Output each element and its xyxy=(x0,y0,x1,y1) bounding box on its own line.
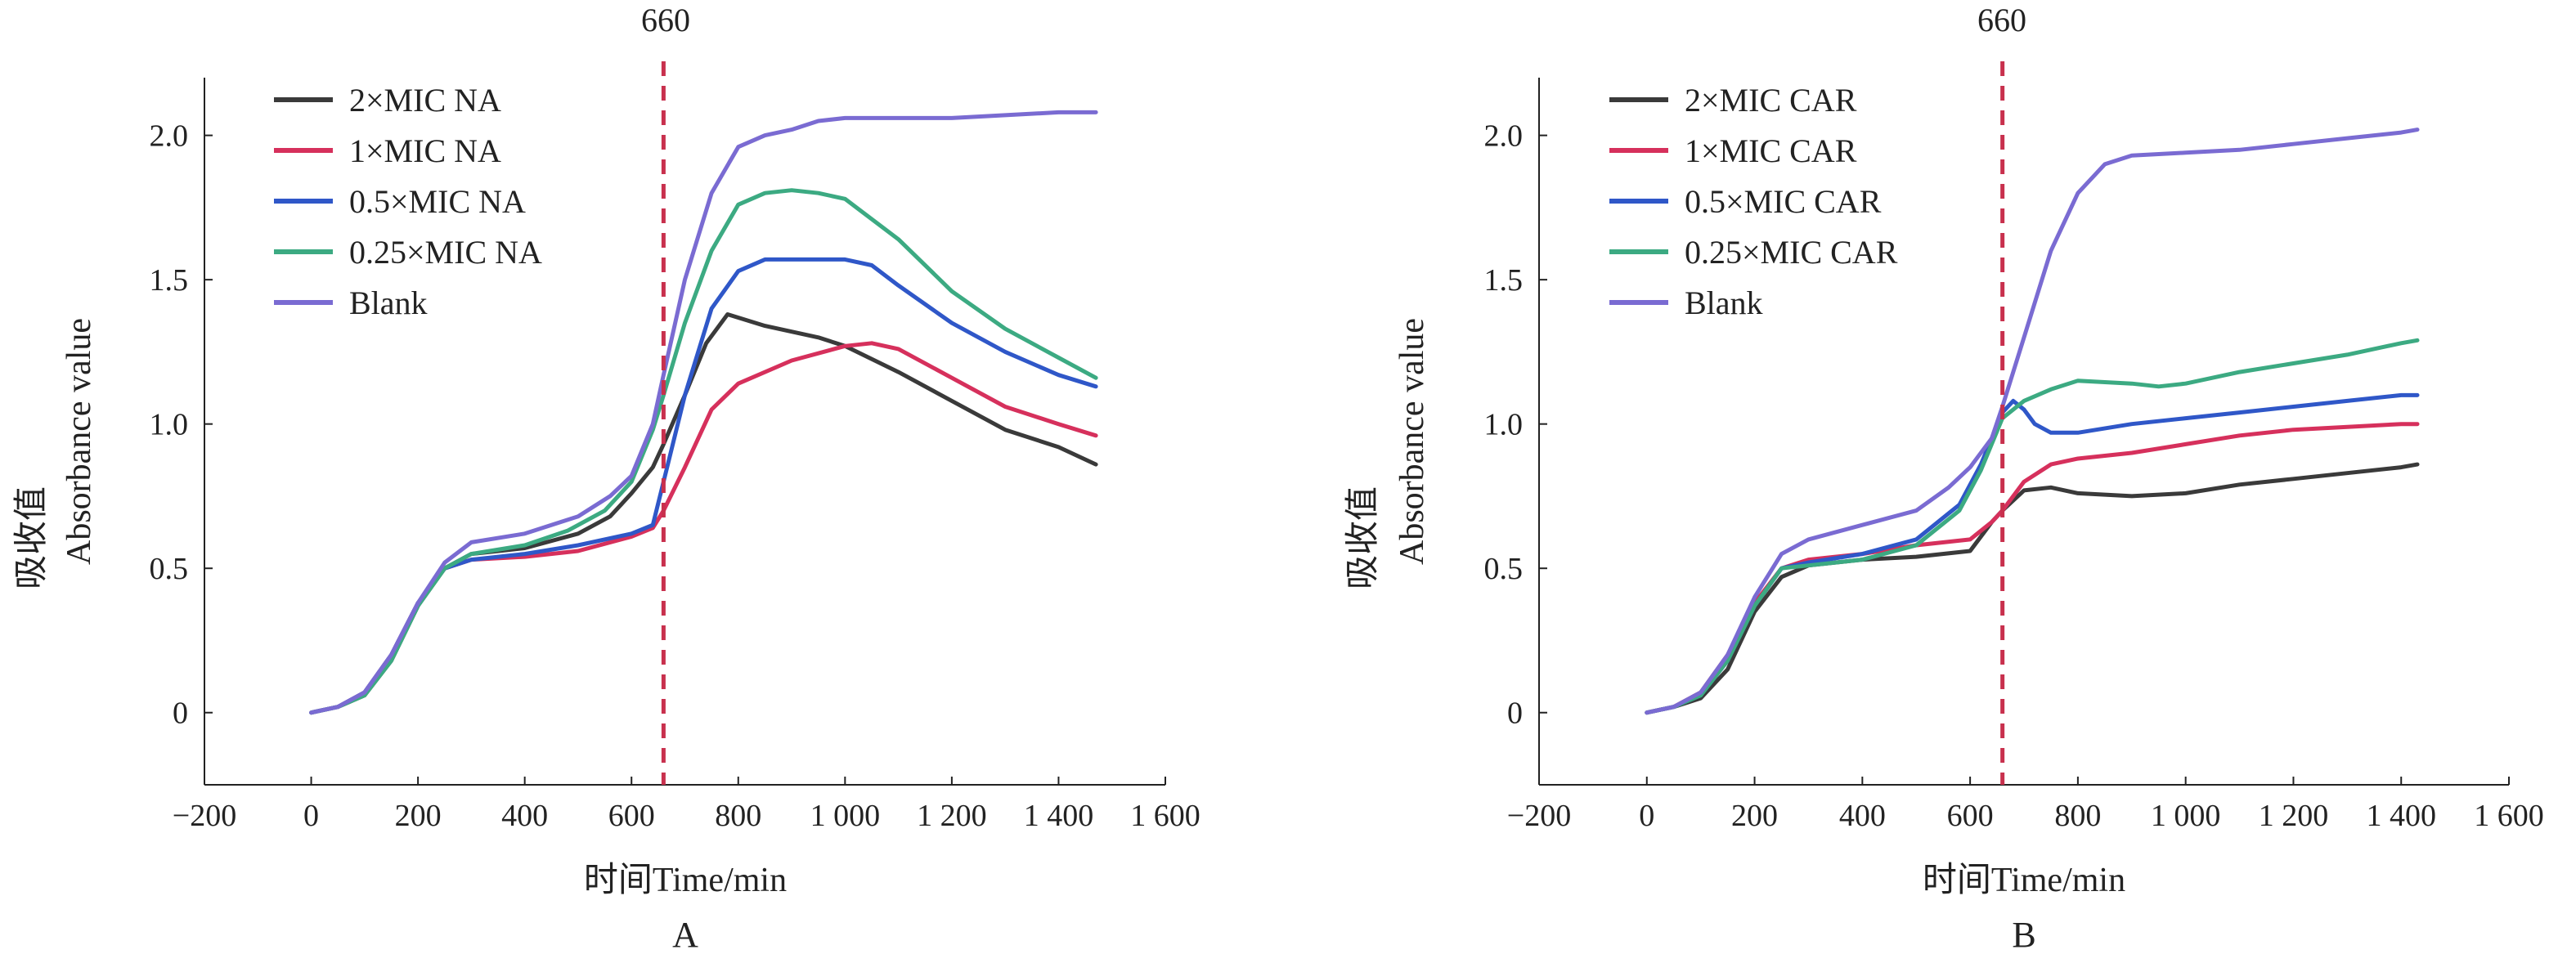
legend-label: 1×MIC CAR xyxy=(1685,132,1857,169)
x-tick-label: −200 xyxy=(173,799,236,833)
y-tick-label: 0 xyxy=(173,696,188,731)
series-line-2 xyxy=(1645,392,2420,715)
x-tick-label: 1 200 xyxy=(2259,799,2329,833)
x-tick-label: 800 xyxy=(715,799,761,833)
series-line-0 xyxy=(309,312,1098,715)
x-tick-label: 200 xyxy=(1731,799,1778,833)
x-tick-label: 1 600 xyxy=(2474,799,2544,833)
series-line-2 xyxy=(309,257,1098,715)
legend-label: 1×MIC NA xyxy=(349,132,501,169)
vline-label: 660 xyxy=(1977,2,2026,38)
x-axis-title: 时间Time/min xyxy=(584,862,787,899)
x-tick-label: 1 400 xyxy=(2366,799,2436,833)
y-tick-label: 1.5 xyxy=(150,263,189,298)
panel-label: A xyxy=(672,915,698,955)
x-tick-label: 1 200 xyxy=(917,799,987,833)
panel-a: 吸收值 Absorbance value 时间Time/min A 660 0 0… xyxy=(13,2,1200,955)
series-line-1 xyxy=(1645,422,2420,715)
y-axis-title-cn: 吸收值 xyxy=(1344,486,1382,589)
x-tick-label: 0 xyxy=(303,799,319,833)
y-tick-label: 0 xyxy=(1507,696,1523,731)
y-tick-label: 1.0 xyxy=(1484,408,1524,442)
x-tick-label: 1 600 xyxy=(1130,799,1200,833)
x-tick-label: −200 xyxy=(1507,799,1571,833)
legend-label: 0.25×MIC NA xyxy=(349,234,542,271)
y-tick-label: 1.5 xyxy=(1484,263,1524,298)
y-axis-title-cn: 吸收值 xyxy=(13,486,51,589)
x-tick-label: 200 xyxy=(395,799,442,833)
vline-label: 660 xyxy=(641,2,690,38)
y-tick-label: 1.0 xyxy=(150,408,189,442)
panel-b: 吸收值 Absorbance value 时间Time/min B 660 0 0… xyxy=(1344,2,2544,955)
x-tick-label: 0 xyxy=(1639,799,1654,833)
series-line-1 xyxy=(309,341,1098,715)
x-tick-label: 1 000 xyxy=(810,799,881,833)
legend-label: 2×MIC CAR xyxy=(1685,82,1857,119)
legend-label: 2×MIC NA xyxy=(349,82,501,119)
x-tick-label: 600 xyxy=(608,799,655,833)
panel-label: B xyxy=(2012,915,2035,955)
x-tick-label: 400 xyxy=(501,799,548,833)
y-tick-label: 0.5 xyxy=(1484,552,1524,586)
x-tick-label: 800 xyxy=(2054,799,2101,833)
legend-label: 0.25×MIC CAR xyxy=(1685,234,1898,271)
series-line-3 xyxy=(1645,338,2420,715)
y-axis-title-en: Absorbance value xyxy=(61,318,98,565)
x-tick-label: 400 xyxy=(1839,799,1886,833)
x-tick-label: 1 000 xyxy=(2151,799,2221,833)
y-tick-label: 2.0 xyxy=(150,119,189,154)
legend-label: 0.5×MIC NA xyxy=(349,183,526,220)
legend-label: Blank xyxy=(1685,284,1763,321)
x-axis-title: 时间Time/min xyxy=(1923,862,2125,899)
legend-label: 0.5×MIC CAR xyxy=(1685,183,1882,220)
series-line-4 xyxy=(309,110,1098,715)
legend-label: Blank xyxy=(349,284,428,321)
series-line-4 xyxy=(1645,128,2420,715)
x-tick-label: 1 400 xyxy=(1024,799,1094,833)
x-tick-label: 600 xyxy=(1947,799,1994,833)
y-tick-label: 2.0 xyxy=(1484,119,1524,154)
y-tick-label: 0.5 xyxy=(150,552,189,586)
y-axis-title-en: Absorbance value xyxy=(1393,318,1431,565)
